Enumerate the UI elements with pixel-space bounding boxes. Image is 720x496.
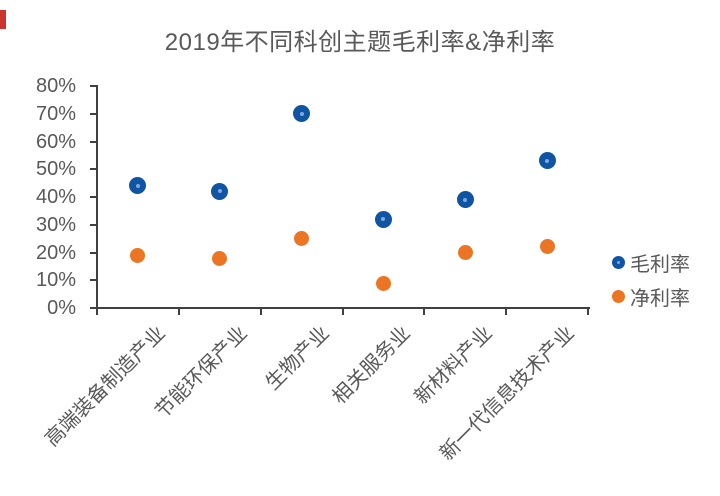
y-axis-tick bbox=[90, 251, 97, 254]
data-point-净利率-新一代信息技术产业 bbox=[539, 239, 555, 255]
data-point-毛利率-高端装备制造产业 bbox=[129, 177, 147, 195]
y-tick-label: 30% bbox=[35, 213, 76, 236]
data-point-净利率-相关服务业 bbox=[375, 275, 391, 291]
x-category-label: 相关服务业 bbox=[328, 322, 416, 409]
data-point-净利率-高端装备制造产业 bbox=[130, 247, 146, 263]
legend-label: 毛利率 bbox=[630, 253, 690, 276]
data-point-毛利率-新材料产业 bbox=[456, 191, 474, 209]
data-point-净利率-节能环保产业 bbox=[212, 250, 228, 266]
gross-margin-marker-icon bbox=[612, 255, 625, 269]
y-axis-tick bbox=[90, 223, 97, 226]
x-axis-tick bbox=[505, 308, 508, 315]
y-axis-tick bbox=[90, 168, 97, 171]
y-axis-tick bbox=[90, 112, 97, 115]
data-point-净利率-生物产业 bbox=[294, 231, 310, 247]
y-tick-label: 80% bbox=[35, 75, 76, 97]
x-axis-tick bbox=[259, 308, 262, 315]
x-axis-tick bbox=[423, 308, 426, 315]
y-axis-tick bbox=[90, 196, 97, 198]
x-category-label: 高端装备制造产业 bbox=[41, 322, 170, 451]
y-tick-label: 0% bbox=[47, 297, 76, 319]
y-tick-label: 40% bbox=[35, 186, 76, 208]
x-axis-tick bbox=[177, 308, 180, 315]
y-tick-label: 70% bbox=[35, 102, 76, 125]
y-tick-label: 20% bbox=[35, 241, 76, 264]
x-axis-tick bbox=[587, 308, 589, 315]
data-point-净利率-新材料产业 bbox=[457, 245, 473, 260]
x-category-label: 生物产业 bbox=[261, 322, 334, 395]
y-axis-tick bbox=[90, 140, 97, 143]
data-point-毛利率-节能环保产业 bbox=[211, 182, 229, 200]
red-marker bbox=[0, 10, 6, 29]
net-margin-marker-icon bbox=[612, 289, 625, 303]
x-axis-tick bbox=[341, 308, 344, 315]
y-axis-tick bbox=[90, 85, 97, 87]
data-point-毛利率-新一代信息技术产业 bbox=[538, 152, 556, 170]
y-tick-label: 50% bbox=[35, 158, 76, 181]
y-axis-tick bbox=[90, 279, 97, 282]
x-axis-tick bbox=[96, 308, 98, 315]
chart-title: 2019年不同科创主题毛利率&净利率 bbox=[164, 29, 556, 56]
data-point-毛利率-相关服务业 bbox=[374, 210, 392, 228]
y-tick-label: 10% bbox=[35, 269, 76, 292]
y-axis-line bbox=[96, 85, 98, 309]
y-axis-tick bbox=[90, 307, 97, 309]
legend-item-net-margin: 净利率 bbox=[612, 279, 690, 313]
legend-label: 净利率 bbox=[630, 287, 690, 310]
legend-item-gross-margin: 毛利率 bbox=[612, 245, 690, 279]
data-point-毛利率-生物产业 bbox=[293, 105, 311, 123]
y-tick-label: 60% bbox=[35, 130, 76, 153]
legend: 毛利率 净利率 bbox=[612, 245, 690, 313]
